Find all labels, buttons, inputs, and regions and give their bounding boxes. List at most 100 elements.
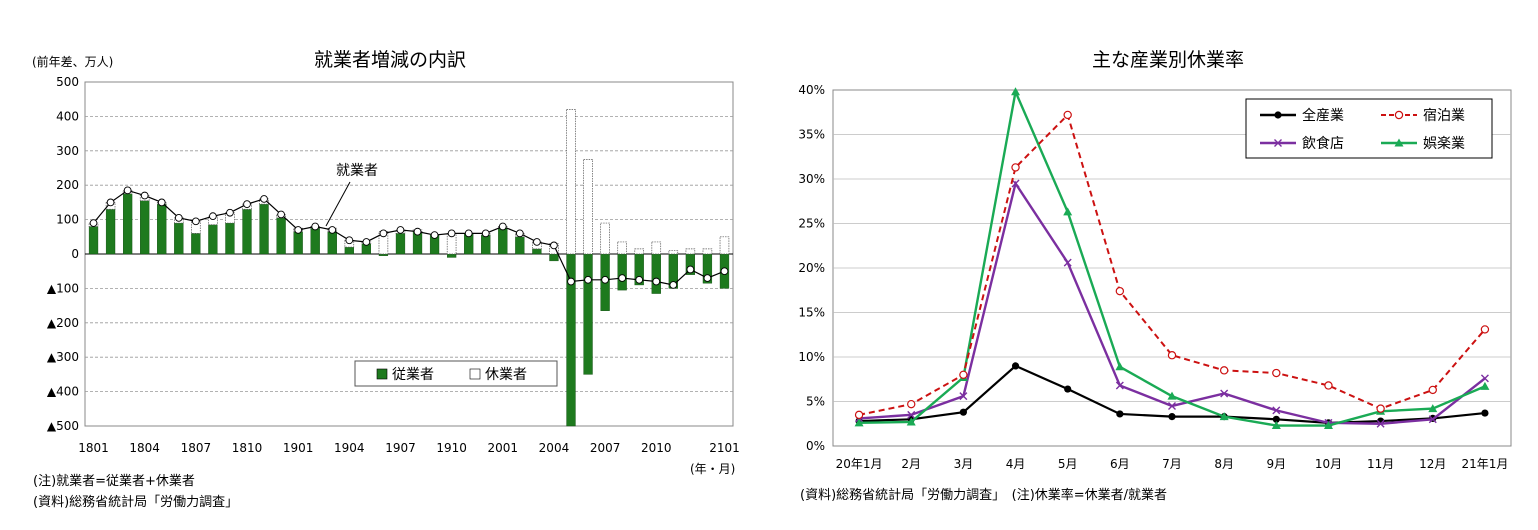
series-point	[1219, 412, 1229, 421]
series-point	[1428, 404, 1438, 413]
legend-marker-all	[1274, 111, 1282, 119]
right-x-tick-label: 7月	[1162, 457, 1182, 471]
right-x-tick-label: 12月	[1419, 457, 1446, 471]
bar-absent	[702, 248, 713, 255]
line-point	[260, 195, 268, 203]
series-point	[1011, 179, 1020, 188]
line-point	[618, 274, 627, 282]
right-legend: 全産業 宿泊業 飲食店 娯楽業	[1245, 98, 1493, 159]
bar-absent	[378, 231, 389, 255]
right-x-tick-label: 4月	[1006, 457, 1026, 471]
line-point	[157, 198, 166, 207]
bar-employee	[344, 246, 354, 255]
bar-employee	[498, 227, 508, 255]
line-point	[413, 227, 422, 236]
series-point	[1480, 374, 1489, 383]
series-point	[1116, 410, 1124, 418]
bar-employee	[549, 253, 559, 262]
left-x-tick-label: 2101	[709, 441, 740, 455]
left-x-axis: 1801 1804 1807 1810 1901 1904 1907 1910 2001 2004…	[78, 441, 739, 455]
series-point	[1011, 362, 1020, 370]
line-point	[430, 231, 439, 239]
left-x-tick-label: 2007	[590, 441, 621, 455]
line-point	[396, 226, 405, 234]
left-x-tick-label: 1804	[129, 441, 160, 455]
left-note-source: (資料)総務省統計局「労働力調査」	[33, 494, 238, 510]
series-point	[1376, 404, 1385, 413]
left-x-tick-label: 1910	[436, 441, 467, 455]
right-x-tick-label: 20年1月	[836, 457, 883, 471]
line-point	[481, 229, 490, 238]
line-point	[686, 265, 695, 274]
left-y-tick-label: ▲300	[47, 350, 79, 364]
series-point	[907, 399, 916, 409]
line-point	[191, 217, 200, 226]
series-point	[959, 370, 968, 379]
left-x-tick-label: 2001	[488, 441, 519, 455]
series-point	[1480, 381, 1490, 390]
series-point	[1115, 286, 1125, 296]
right-x-tick-label: 6月	[1110, 457, 1130, 471]
left-y-tick-label: ▲500	[47, 419, 79, 433]
line-point	[669, 281, 678, 289]
left-y-axis: 500 400 300 200 100 0 ▲100 ▲200 ▲300 ▲400 ▲500	[47, 75, 79, 433]
left-chart-title: 就業者増減の内訳	[314, 49, 466, 71]
line-point	[209, 212, 217, 221]
left-y-tick-label: 100	[56, 213, 79, 227]
bar-employee	[242, 209, 252, 255]
bar-employee	[88, 226, 99, 255]
right-x-tick-label: 11月	[1367, 457, 1394, 471]
bar-absent	[191, 220, 201, 234]
line-annotation-label: 就業者	[336, 163, 378, 179]
bar-employee	[157, 203, 167, 255]
bar-absent	[668, 250, 679, 255]
bar-employee	[122, 193, 133, 255]
line-point	[277, 210, 285, 219]
bar-employee	[481, 234, 491, 255]
bar-absent	[617, 241, 627, 255]
series-point	[1324, 381, 1333, 390]
left-legend-box	[354, 360, 558, 387]
right-lines	[854, 87, 1490, 430]
series-line	[858, 113, 1486, 416]
bar-employee	[446, 253, 457, 258]
legend-label-absent: 休業者	[485, 367, 527, 383]
bar-absent	[634, 248, 644, 255]
left-x-tick-label: 1904	[334, 441, 365, 455]
legend-label-employee: 従業者	[392, 367, 434, 383]
left-legend: 従業者 休業者	[354, 360, 558, 387]
right-y-axis: 40% 35% 30% 25% 20% 15% 10% 5% 0%	[798, 83, 825, 453]
line-point	[379, 229, 388, 238]
series-point	[1272, 415, 1280, 423]
left-x-tick-label: 1810	[232, 441, 263, 455]
right-x-tick-label: 21年1月	[1461, 457, 1508, 471]
series-point	[854, 410, 864, 420]
line-point	[703, 274, 712, 282]
series-point	[1271, 421, 1281, 430]
line-point	[584, 275, 592, 284]
series-point	[1480, 325, 1490, 334]
left-chart: 就業者増減の内訳 (前年差、万人) 500 400 300 200 100 0 ▲100 ▲2…	[32, 49, 740, 510]
series-point	[1011, 163, 1020, 172]
line-point	[106, 198, 115, 207]
series-point	[1376, 419, 1385, 428]
series-point	[907, 410, 916, 419]
series-point	[1168, 413, 1176, 421]
left-y-tick-label: ▲100	[47, 281, 79, 295]
right-y-tick-label: 20%	[798, 261, 825, 275]
left-note-definition: (注)就業者=従業者+休業者	[33, 473, 195, 489]
series-point	[1168, 401, 1176, 410]
series-point	[1063, 258, 1072, 267]
right-x-tick-label: 3月	[954, 457, 974, 471]
bar-employee	[105, 209, 116, 255]
series-point	[906, 417, 916, 426]
line-point	[123, 186, 132, 195]
legend-label-all: 全産業	[1302, 107, 1344, 124]
legend-label-lodging: 宿泊業	[1423, 107, 1465, 124]
line-point	[345, 236, 354, 245]
legend-marker-restaurant	[1274, 139, 1282, 147]
series-point	[1219, 366, 1229, 375]
bar-absent	[208, 215, 218, 226]
bar-absent	[446, 233, 457, 255]
series-point	[854, 418, 864, 427]
